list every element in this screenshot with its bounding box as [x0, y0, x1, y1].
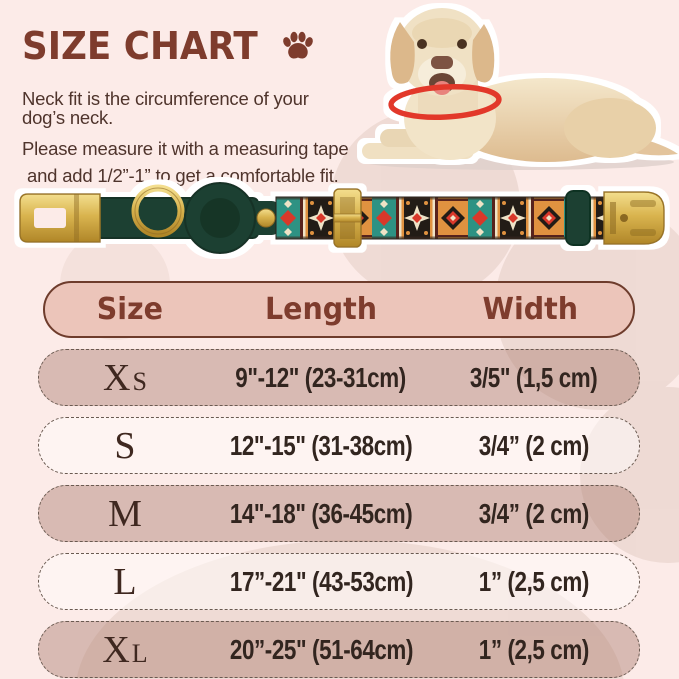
size-table: Size Length Width XS 9"-12" (23-31cm) 3/… — [38, 281, 640, 678]
length-cell: 9"-12" (23-31cm) — [235, 361, 407, 393]
width-cell: 1” (2,5 cm) — [478, 633, 590, 665]
width-cell: 3/4” (2 cm) — [478, 429, 590, 461]
length-cell: 20”-25" (51-64cm) — [229, 633, 413, 665]
table-row-xs: XS 9"-12" (23-31cm) 3/5" (1,5 cm) — [38, 349, 640, 406]
width-cell: 3/4” (2 cm) — [478, 497, 590, 529]
page-title: SIZE CHART — [22, 24, 258, 68]
description-line-1: Neck fit is the circumference of your do… — [22, 88, 309, 128]
header: SIZE CHART Neck fit is the circumference… — [22, 24, 352, 185]
length-cell: 12"-15" (31-38cm) — [229, 429, 413, 461]
width-cell: 1” (2,5 cm) — [478, 565, 590, 597]
buckle-female — [603, 191, 665, 245]
size-cell: L — [113, 560, 139, 603]
dog-ear — [472, 24, 495, 83]
description-line-3: and add 1/2”-1” to get a comfortable fit… — [27, 164, 339, 186]
dog-ear — [390, 22, 415, 84]
width-cell: 3/5" (1,5 cm) — [470, 361, 598, 393]
dog-nose — [431, 56, 453, 69]
column-header-size: Size — [97, 292, 164, 327]
size-cell: XL — [102, 628, 150, 671]
airtag-holder — [184, 182, 280, 254]
column-header-length: Length — [265, 292, 378, 327]
aztec-webbing — [275, 196, 615, 240]
neck-measure-ring — [388, 84, 502, 120]
table-row-m: M 14"-18" (36-45cm) 3/4” (2 cm) — [38, 485, 640, 542]
table-row-s: S 12"-15" (31-38cm) 3/4” (2 cm) — [38, 417, 640, 474]
buckle-male — [19, 193, 101, 243]
dog-eye — [457, 39, 467, 49]
size-cell: S — [114, 424, 138, 467]
size-table-header: Size Length Width — [43, 281, 635, 338]
dog-eye — [417, 39, 427, 49]
collar-keeper — [565, 190, 591, 246]
rivet — [256, 208, 276, 228]
description-line-2: Please measure it with a measuring tape — [22, 138, 349, 159]
table-row-xl: XL 20”-25" (51-64cm) 1” (2,5 cm) — [38, 621, 640, 678]
length-cell: 17”-21" (43-53cm) — [229, 565, 413, 597]
column-header-width: Width — [482, 292, 578, 327]
size-cell: M — [108, 492, 144, 535]
table-row-l: L 17”-21" (43-53cm) 1” (2,5 cm) — [38, 553, 640, 610]
collar-product-image — [19, 182, 665, 254]
dog-photo — [362, 8, 678, 170]
paw-icon — [283, 31, 313, 59]
size-cell: XS — [103, 356, 149, 399]
slider-buckle — [333, 188, 362, 248]
length-cell: 14"-18" (36-45cm) — [229, 497, 413, 529]
